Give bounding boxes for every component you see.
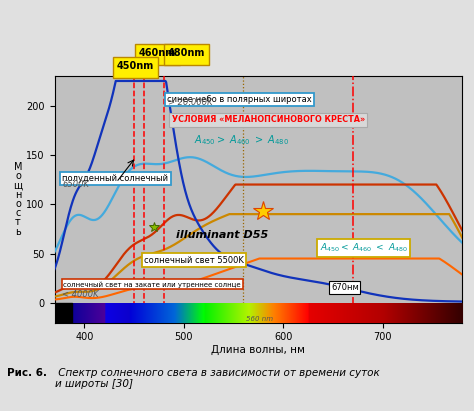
Text: Спектр солнечного света в зависимости от времени суток
и широты [30]: Спектр солнечного света в зависимости от…: [55, 368, 379, 390]
Text: illuminant D55: illuminant D55: [176, 230, 268, 240]
Text: $A_{450}$$<$ $A_{460}$ $<$ $A_{480}$: $A_{450}$$<$ $A_{460}$ $<$ $A_{480}$: [320, 242, 408, 254]
Y-axis label: М
о
щ
н
о
с
т
ь: М о щ н о с т ь: [13, 162, 23, 237]
Text: 460nm: 460nm: [138, 48, 176, 58]
Text: < 4000K: < 4000K: [63, 290, 99, 299]
Text: синее небо в полярных широтах: синее небо в полярных широтах: [167, 95, 311, 104]
Text: Рис. 6.: Рис. 6.: [7, 368, 47, 378]
Text: > 20,000K: > 20,000K: [168, 98, 212, 106]
Text: УСЛОВИЯ «МЕЛАНОПСИНОВОГО КРЕСТА»: УСЛОВИЯ «МЕЛАНОПСИНОВОГО КРЕСТА»: [172, 115, 365, 125]
X-axis label: Длина волны, нм: Длина волны, нм: [211, 345, 305, 355]
Text: 6500K: 6500K: [63, 180, 90, 189]
Text: солнечный свет 5500K: солнечный свет 5500K: [144, 256, 244, 265]
Text: 450nm: 450nm: [117, 61, 154, 71]
Text: 560 nm: 560 nm: [246, 316, 273, 322]
Text: полуденный солнечный: полуденный солнечный: [63, 174, 168, 182]
Text: солнечный свет на закате или утреннее солнце: солнечный свет на закате или утреннее со…: [64, 281, 241, 288]
Text: 480nm: 480nm: [168, 48, 205, 58]
Text: $A_{450}$$>$ $A_{460}$ $>$ $A_{480}$: $A_{450}$$>$ $A_{460}$ $>$ $A_{480}$: [194, 133, 289, 147]
Text: 670нм: 670нм: [331, 283, 359, 292]
